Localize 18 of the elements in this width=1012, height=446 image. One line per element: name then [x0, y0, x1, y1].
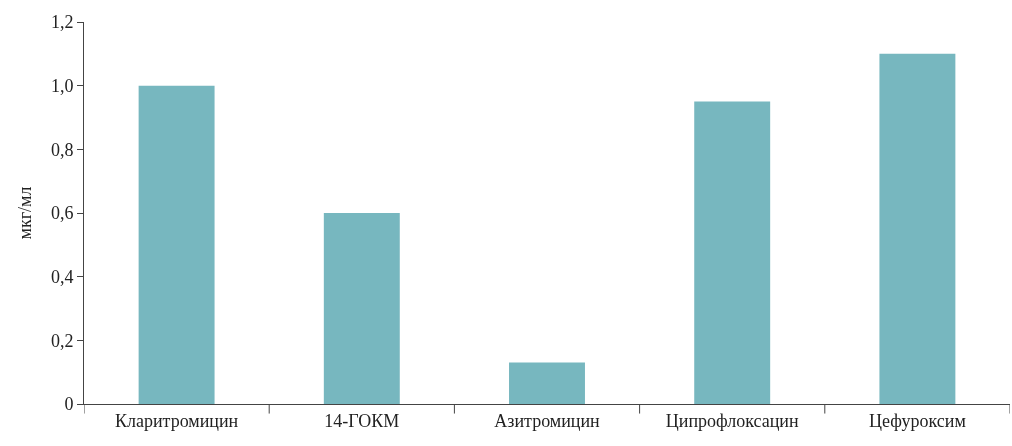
- y-tick-label: 0: [64, 394, 74, 415]
- bar: [694, 101, 771, 404]
- bar: [509, 362, 585, 404]
- x-tick-label: 14-ГОКМ: [324, 410, 400, 431]
- bar: [879, 53, 956, 404]
- y-tick-label: 0,6: [50, 203, 74, 224]
- bar: [138, 85, 215, 404]
- y-tick-label: 1,0: [50, 75, 74, 96]
- x-tick-label: Кларитромицин: [114, 410, 239, 431]
- y-axis-title: мкг/мл: [15, 186, 36, 240]
- x-tick-label: Азитромицин: [494, 410, 601, 431]
- y-tick-label: 1,2: [50, 12, 74, 33]
- x-tick-label: Ципрофлоксацин: [665, 410, 799, 431]
- y-tick-label: 0,2: [50, 330, 74, 351]
- x-tick-label: Цефуроксим: [869, 410, 966, 431]
- bar: [323, 213, 400, 404]
- y-tick-label: 0,8: [50, 139, 74, 160]
- y-tick-label: 0,4: [50, 266, 74, 287]
